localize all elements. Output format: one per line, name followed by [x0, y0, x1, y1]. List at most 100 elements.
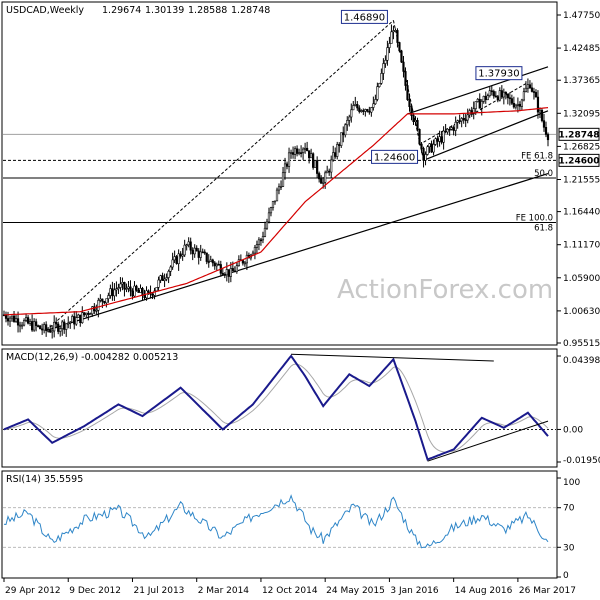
- rsi-line: [3, 494, 549, 549]
- candle-body: [370, 107, 373, 113]
- price-layer: FE 61.8 50.0 FE 100.061.8 1.46890 1.37930 1.2…: [2, 9, 600, 339]
- candle-body: [127, 286, 130, 289]
- candle-body: [241, 260, 244, 264]
- candle-body: [295, 148, 299, 154]
- candle-body: [87, 312, 90, 315]
- candle-body: [410, 106, 413, 116]
- price-tag: 1.24600: [558, 153, 600, 167]
- candle-body: [115, 288, 118, 291]
- candle-body: [536, 96, 540, 113]
- level-label: 50.0: [534, 169, 553, 179]
- candle-body: [436, 138, 439, 142]
- candle-body: [496, 96, 499, 101]
- candle-body: [71, 316, 74, 323]
- candle-body: [480, 101, 483, 109]
- candle-body: [85, 312, 88, 316]
- price-label-frame: [340, 9, 388, 24]
- candle-body: [205, 252, 208, 262]
- price-tag: 1.28748: [558, 127, 600, 141]
- x-axis-tick-label: 3 Jan 2016: [390, 586, 438, 596]
- candle-body: [456, 120, 459, 123]
- price-axis-tick-label: 1.16440: [563, 208, 600, 218]
- candle-body: [283, 163, 287, 174]
- price-axis-tick-label: 1.37365: [563, 76, 600, 86]
- candle-body: [301, 148, 305, 153]
- price-header: USDCAD,Weekly 1.29674 1.30139 1.28588 1.…: [6, 5, 270, 16]
- candle-body: [494, 95, 497, 98]
- candle-body: [512, 102, 515, 108]
- candle-body: [338, 144, 341, 146]
- candle-body: [488, 90, 491, 96]
- candle-body: [89, 313, 92, 316]
- candle-body: [432, 144, 435, 153]
- candle-body: [171, 259, 174, 268]
- candle-body: [293, 148, 297, 155]
- candle-body: [123, 281, 126, 290]
- price-axis-tick-label: 1.47750: [563, 11, 600, 21]
- candle-body: [26, 317, 30, 324]
- ohlc-open: 1.29674: [102, 5, 141, 16]
- candle-body: [400, 50, 403, 63]
- candle-body: [269, 207, 273, 214]
- candle-body: [528, 84, 532, 89]
- candle-body: [33, 321, 36, 331]
- candle-body: [472, 108, 475, 115]
- candle-body: [334, 152, 337, 157]
- candle-body: [518, 104, 521, 107]
- price-axis-tick-label: 1.00630: [563, 307, 600, 317]
- candle-body: [430, 143, 433, 153]
- price-label-text: 1.46890: [344, 12, 385, 23]
- candle-body: [215, 263, 218, 267]
- candle-body: [185, 244, 188, 247]
- candle-body: [299, 152, 303, 154]
- candle-body: [285, 163, 289, 167]
- rsi-axis-tick-label: 100: [563, 478, 580, 488]
- candle-body: [209, 259, 212, 262]
- price-trendline: [423, 110, 549, 161]
- candle-body: [101, 298, 104, 302]
- candle-body: [356, 104, 359, 109]
- candle-body: [12, 315, 16, 322]
- candle-body: [229, 268, 232, 277]
- candle-body: [340, 132, 343, 146]
- x-axis-tick-label: 14 Aug 2016: [455, 586, 513, 596]
- candle-body: [261, 236, 265, 241]
- candle-body: [61, 321, 64, 329]
- candle-body: [107, 295, 110, 300]
- candle-body: [201, 251, 204, 254]
- candle-body: [376, 86, 379, 100]
- ohlc-high: 1.30139: [145, 5, 184, 16]
- candle-body: [253, 247, 257, 254]
- candle-body: [418, 129, 421, 145]
- candle-body: [474, 101, 477, 109]
- candle-body: [482, 95, 485, 102]
- candle-body: [516, 104, 519, 106]
- candle-body: [324, 172, 327, 183]
- macd-axis-tick-label: 0.00: [563, 425, 583, 435]
- candle-body: [291, 152, 295, 155]
- candle-body: [31, 321, 34, 331]
- candle-body: [346, 120, 349, 126]
- candle-body: [406, 85, 409, 100]
- candle-body: [287, 152, 291, 167]
- candle-body: [113, 289, 116, 297]
- candle-body: [211, 259, 214, 264]
- candle-body: [350, 109, 353, 118]
- candle-body: [273, 200, 277, 203]
- candle-body: [75, 317, 78, 325]
- candle-body: [183, 244, 186, 256]
- candle-body: [133, 285, 136, 297]
- candle-body: [396, 30, 399, 43]
- candle-body: [424, 154, 427, 161]
- candle-body: [392, 30, 395, 33]
- candle-body: [275, 189, 279, 202]
- candle-body: [386, 47, 389, 61]
- candle-body: [129, 286, 132, 292]
- candle-body: [540, 109, 544, 121]
- level-label: 61.8: [534, 224, 553, 234]
- price-tag-frame: [558, 127, 600, 141]
- candle-body: [322, 181, 325, 184]
- candle-body: [235, 265, 238, 272]
- candle-body: [271, 201, 275, 208]
